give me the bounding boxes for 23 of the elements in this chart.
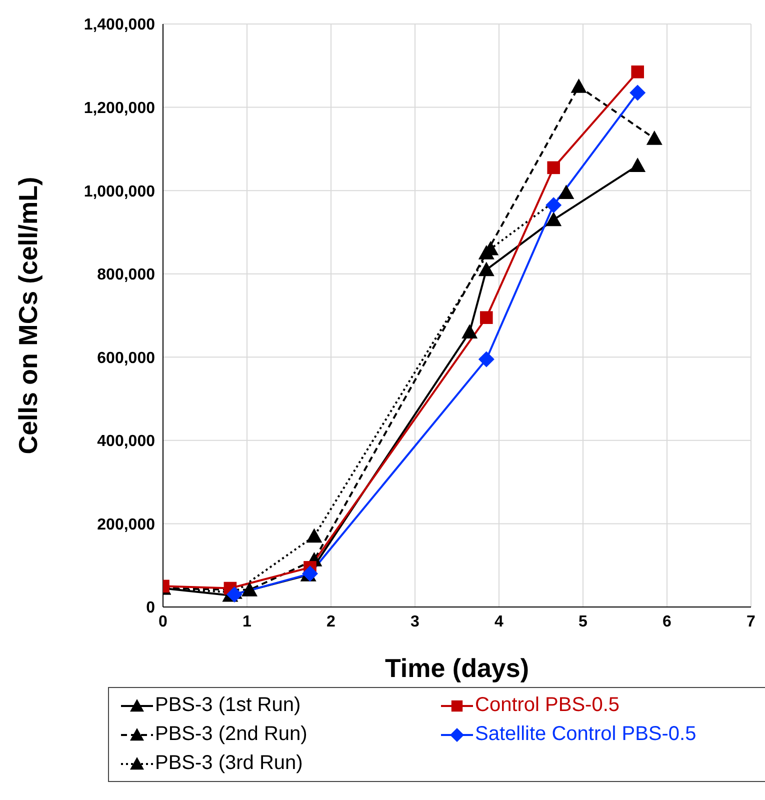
- x-tick-label: 2: [326, 613, 336, 630]
- x-axis-title: Time (days): [384, 653, 530, 683]
- x-tick-label: 6: [662, 613, 672, 630]
- legend-label: PBS-3 (2nd Run): [155, 723, 308, 746]
- legend-label: Control PBS-0.5: [475, 694, 620, 717]
- y-axis-title: Cells on MCs (cell/mL): [13, 176, 44, 454]
- y-tick-label: 0: [146, 600, 156, 617]
- x-tick-label: 5: [578, 613, 588, 630]
- y-tick-label: 1,400,000: [84, 16, 156, 34]
- y-tick-label: 400,000: [97, 433, 156, 450]
- x-tick-label: 0: [158, 613, 168, 630]
- x-tick-label: 7: [746, 613, 756, 630]
- y-tick-label: 200,000: [97, 516, 156, 534]
- y-tick-label: 600,000: [97, 350, 156, 367]
- legend-label: Satellite Control PBS-0.5: [475, 723, 696, 746]
- x-tick-label: 4: [494, 613, 504, 630]
- y-tick-label: 1,200,000: [84, 100, 156, 117]
- y-tick-label: 800,000: [97, 266, 156, 284]
- legend-label: PBS-3 (3rd Run): [155, 752, 303, 775]
- y-tick-label: 1,000,000: [84, 183, 156, 200]
- legend-label: PBS-3 (1st Run): [155, 694, 301, 717]
- x-tick-label: 1: [242, 613, 252, 630]
- x-tick-label: 3: [410, 613, 420, 630]
